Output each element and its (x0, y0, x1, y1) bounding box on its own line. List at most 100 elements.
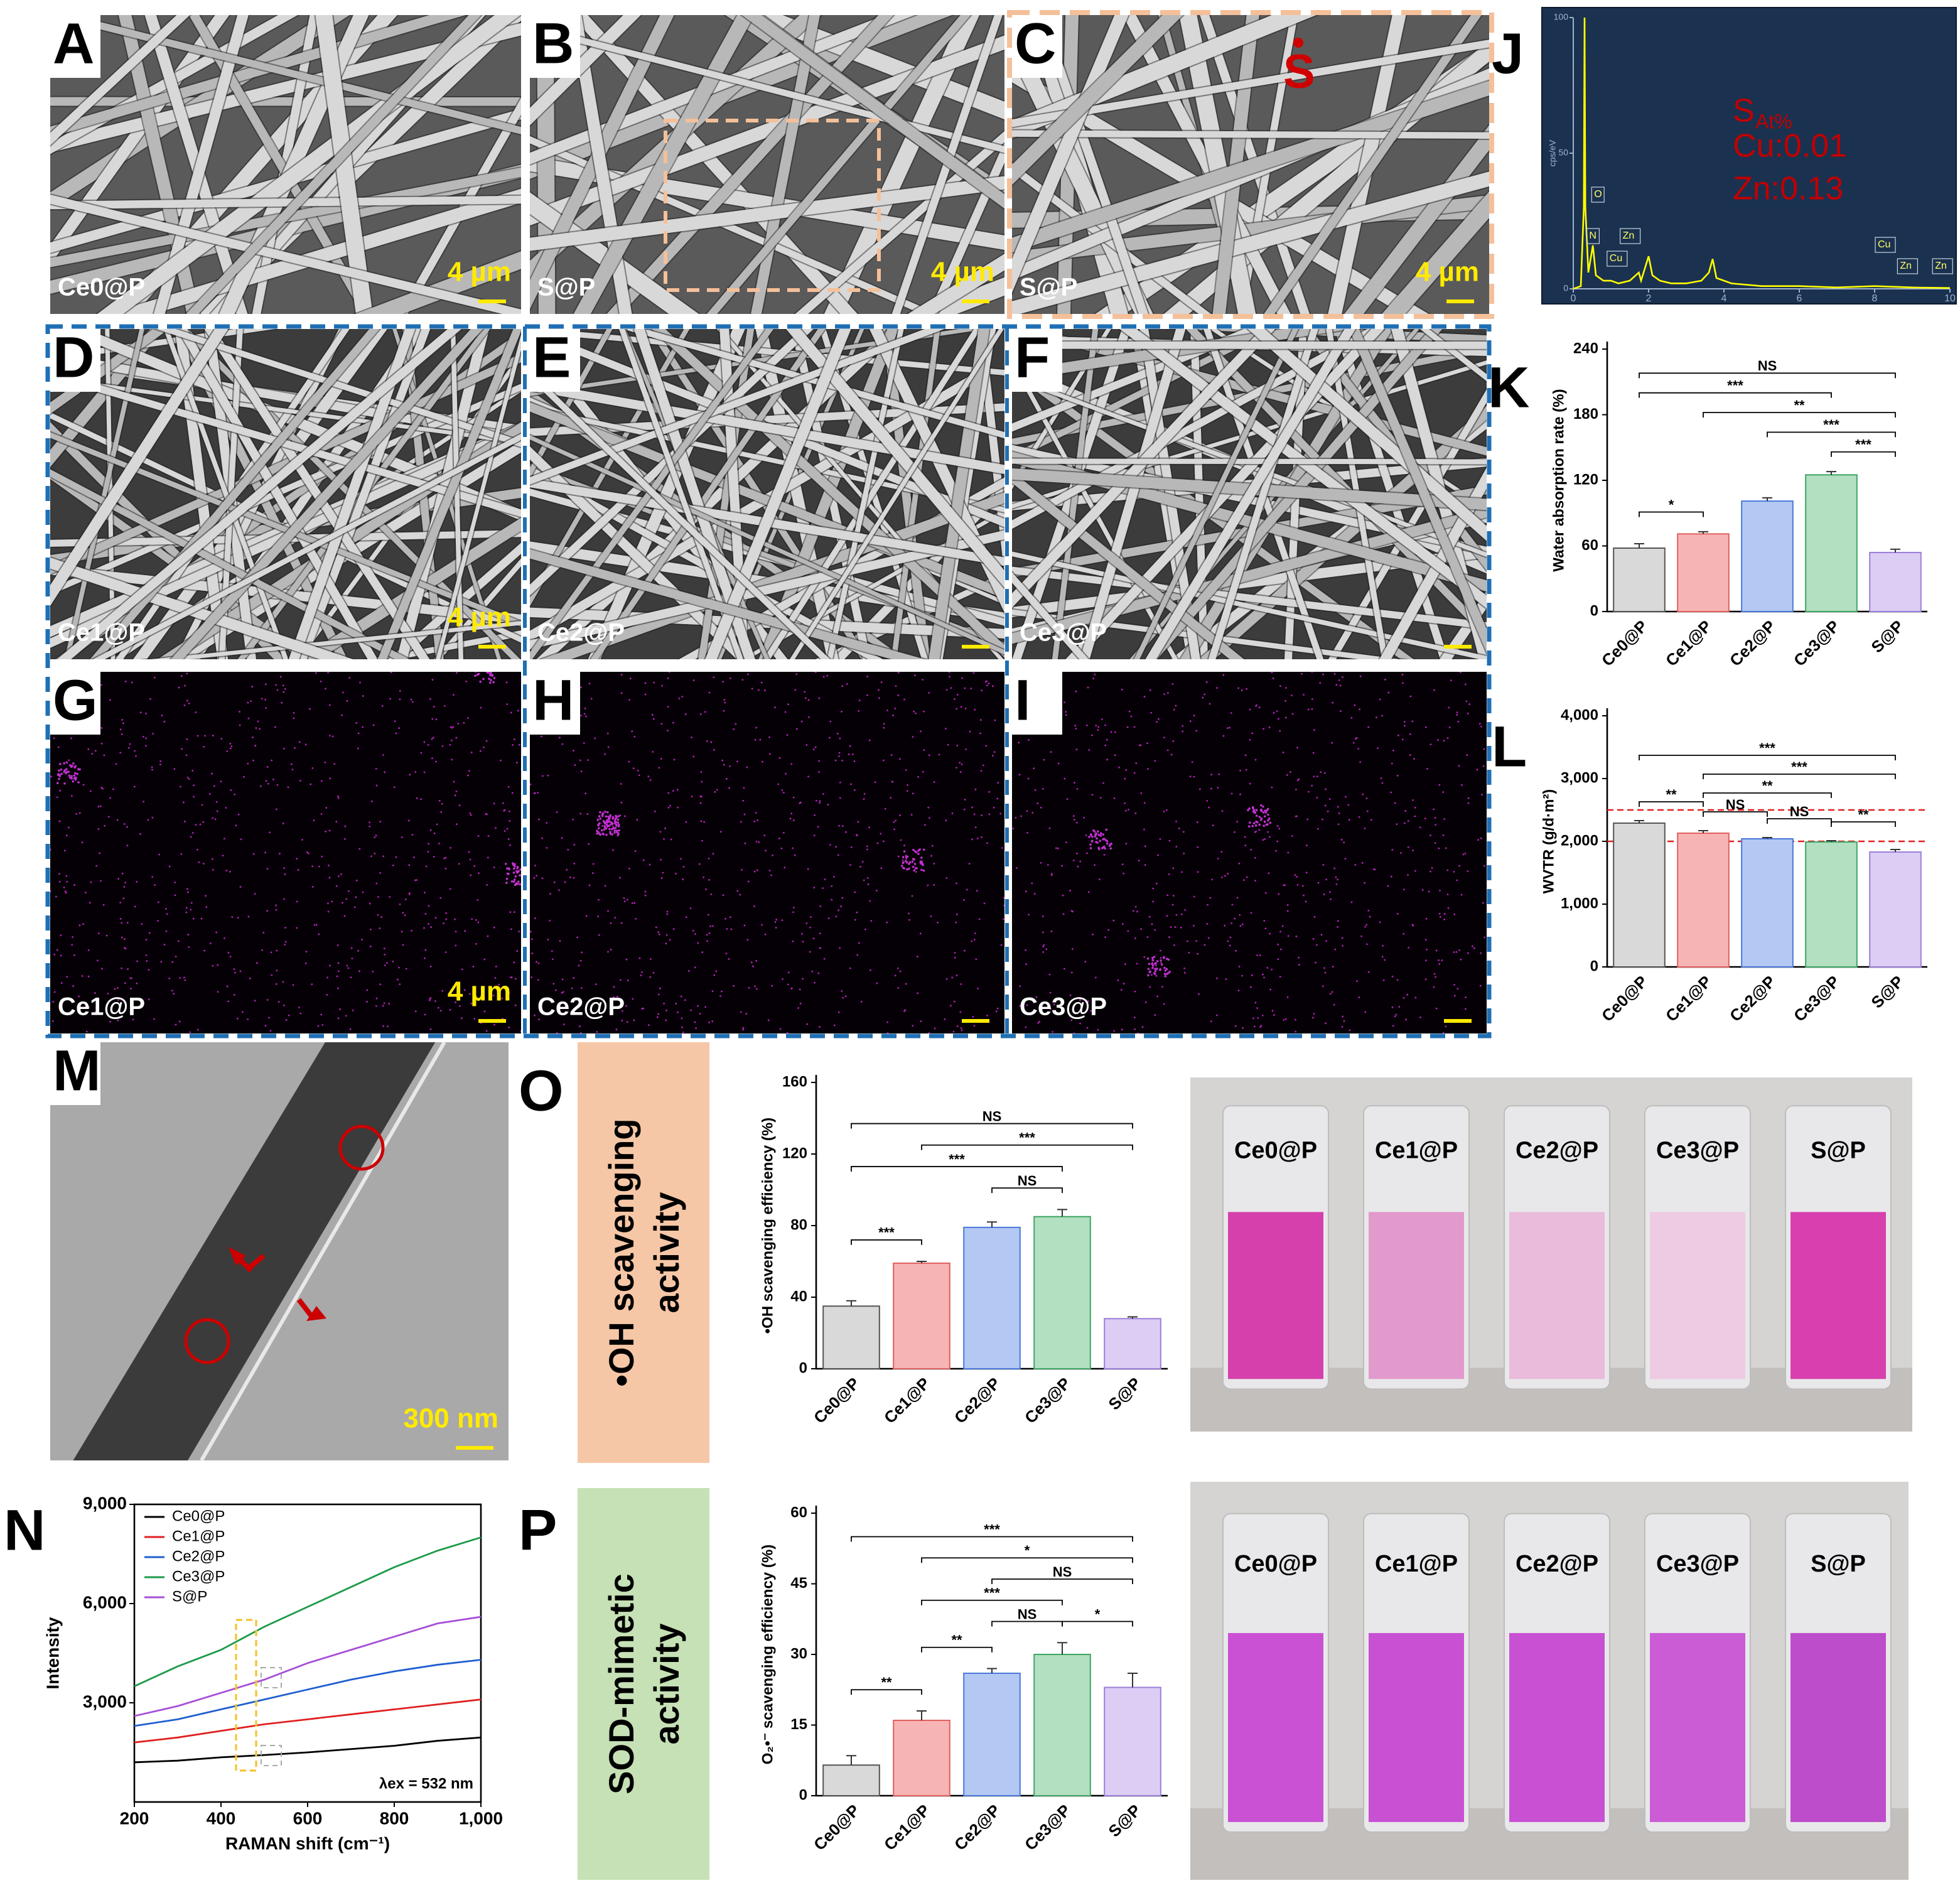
fiber (1012, 375, 1487, 558)
signal-dot (429, 829, 432, 831)
signal-dot (1348, 819, 1350, 821)
signal-dot (478, 872, 480, 875)
signal-dot (217, 991, 219, 993)
fiber (298, 329, 431, 659)
signal-dot (519, 874, 521, 877)
fiber (436, 334, 521, 659)
signal-dot (427, 851, 429, 853)
signal-dot (145, 939, 148, 941)
signal-dot (97, 828, 100, 830)
signal-dot (1287, 851, 1290, 854)
signal-dot (530, 976, 533, 978)
panel-letter: I (1015, 668, 1031, 732)
signal-dot (814, 672, 817, 673)
signal-dot (304, 743, 307, 746)
signal-dot (607, 817, 610, 821)
signal-dot (1269, 932, 1271, 935)
signal-dot (786, 1032, 789, 1033)
signal-dot (1043, 758, 1045, 761)
signal-dot (117, 878, 120, 880)
signal-dot (685, 821, 687, 823)
signal-dot (517, 709, 519, 712)
signal-dot (669, 804, 671, 807)
signal-dot (608, 828, 611, 831)
signal-dot (328, 829, 331, 832)
signal-dot (384, 964, 386, 966)
significance-bracket (1767, 431, 1896, 438)
signal-dot (638, 957, 641, 959)
signal-dot (345, 898, 348, 900)
signal-dot (1311, 708, 1313, 710)
signal-dot (585, 915, 588, 917)
signal-dot (100, 684, 102, 686)
signal-dot (1209, 703, 1211, 705)
signal-dot (252, 759, 254, 762)
signal-dot (1094, 833, 1097, 836)
signal-dot (723, 763, 725, 766)
signal-dot (1334, 948, 1337, 951)
signal-dot (759, 738, 762, 741)
signal-dot (1282, 752, 1284, 753)
signal-dot (1319, 682, 1322, 684)
legend-label: Ce1@P (172, 1528, 225, 1545)
signal-dot (1382, 979, 1385, 981)
fiber (1203, 329, 1324, 659)
signal-dot (805, 744, 808, 746)
fiber (530, 329, 774, 659)
signal-dot (1110, 731, 1112, 733)
signal-dot (694, 966, 696, 969)
signal-dot (1407, 874, 1409, 876)
signal-dot (1401, 738, 1404, 741)
signal-dot (911, 895, 913, 897)
signal-dot (1043, 944, 1045, 946)
signal-dot (863, 798, 865, 800)
fiber (105, 329, 116, 659)
signal-dot (440, 811, 443, 813)
signal-dot (73, 766, 76, 769)
signal-dot (1462, 853, 1465, 856)
signal-dot (1134, 812, 1137, 814)
signal-dot (358, 848, 361, 850)
signal-dot (988, 790, 991, 793)
signal-dot (973, 1025, 976, 1027)
signal-dot (342, 691, 344, 694)
sample-label: Ce3@P (1020, 619, 1107, 647)
signal-dot (190, 909, 192, 911)
signal-dot (1327, 810, 1329, 812)
signal-dot (964, 687, 966, 689)
signal-dot (282, 684, 284, 686)
signal-dot (623, 897, 625, 899)
signal-dot (836, 733, 839, 735)
signal-dot (790, 987, 793, 990)
signal-dot (1303, 894, 1305, 897)
signal-dot (1390, 875, 1392, 878)
signal-dot (729, 916, 731, 919)
fiber (1012, 15, 1129, 293)
signal-dot (842, 825, 844, 828)
signal-dot (327, 902, 329, 905)
signal-dot (283, 1004, 285, 1006)
signal-dot (157, 920, 159, 922)
signal-dot (1453, 913, 1456, 915)
signal-dot (1360, 935, 1362, 937)
signal-dot (71, 795, 73, 797)
signal-dot (1258, 816, 1261, 818)
y-axis-label: WVTR (g/d·m²) (1540, 789, 1557, 894)
signal-dot (917, 775, 920, 778)
signal-dot (1356, 980, 1358, 983)
signal-dot (212, 868, 214, 871)
signal-dot (58, 777, 60, 780)
signal-dot (971, 838, 973, 841)
signal-dot (908, 861, 912, 864)
signal-dot (1261, 1014, 1264, 1017)
signal-dot (271, 974, 273, 976)
signal-dot (283, 691, 285, 693)
fiber (392, 329, 502, 659)
signal-dot (416, 797, 418, 799)
signal-dot (1311, 672, 1313, 673)
error-bar (1634, 543, 1644, 548)
signal-dot (184, 684, 186, 687)
signal-dot (1241, 923, 1244, 925)
signal-dot (1120, 989, 1123, 991)
signal-dot (549, 919, 551, 922)
